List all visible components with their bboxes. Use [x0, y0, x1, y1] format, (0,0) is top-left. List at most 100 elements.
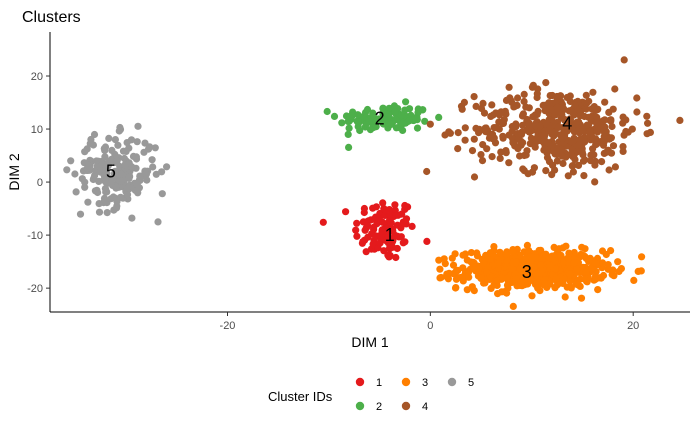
data-point-cluster-5	[116, 123, 124, 132]
data-point-cluster-3	[570, 259, 578, 267]
data-point-cluster-2	[391, 108, 399, 116]
data-point-cluster-4	[479, 141, 487, 149]
data-point-cluster-5	[125, 173, 133, 181]
data-point-cluster-5	[111, 136, 119, 144]
data-point-cluster-5	[154, 218, 162, 226]
data-point-cluster-4	[532, 135, 540, 143]
data-point-cluster-4	[605, 166, 613, 174]
data-point-cluster-5	[91, 171, 99, 180]
data-point-cluster-3	[512, 275, 520, 283]
data-point-cluster-3	[503, 281, 512, 289]
y-tick-label: -10	[27, 230, 43, 242]
data-point-cluster-3	[609, 266, 617, 274]
data-point-cluster-5	[81, 183, 89, 191]
data-point-cluster-3	[465, 273, 473, 281]
data-point-cluster-1	[391, 231, 399, 239]
data-point-cluster-4	[591, 178, 599, 186]
data-point-cluster-2	[414, 108, 422, 116]
data-point-cluster-4	[461, 136, 469, 144]
data-point-cluster-1	[385, 245, 394, 253]
data-point-cluster-4	[475, 125, 483, 133]
data-point-cluster-4	[541, 145, 549, 153]
data-point-cluster-2	[405, 117, 413, 125]
data-point-cluster-5	[101, 161, 109, 169]
data-point-cluster-3	[544, 255, 552, 263]
data-point-cluster-5	[122, 147, 130, 155]
data-point-cluster-5	[67, 157, 75, 165]
data-point-cluster-1	[379, 199, 387, 207]
data-point-cluster-5	[91, 187, 99, 195]
legend-title: Cluster IDs	[268, 389, 333, 404]
data-point-cluster-3	[502, 250, 510, 259]
data-point-cluster-3	[582, 268, 590, 276]
data-point-cluster-3	[532, 254, 540, 262]
data-point-cluster-1	[402, 220, 410, 228]
data-point-cluster-4	[620, 56, 628, 64]
data-point-cluster-4	[520, 167, 528, 175]
data-point-cluster-4	[525, 128, 534, 136]
data-point-cluster-3	[588, 264, 596, 273]
data-point-cluster-5	[101, 143, 110, 151]
data-point-cluster-5	[76, 210, 85, 218]
data-point-cluster-4	[502, 149, 510, 157]
data-point-cluster-4	[568, 108, 577, 116]
data-point-cluster-4	[525, 104, 533, 112]
data-point-cluster-4	[575, 141, 583, 149]
legend-items: 1 2 3 4 5	[355, 377, 474, 413]
data-point-cluster-3	[537, 261, 545, 269]
data-point-cluster-2	[338, 119, 346, 127]
data-point-cluster-4	[520, 90, 528, 98]
cluster-label-2: 2	[375, 108, 385, 128]
data-point-cluster-5	[90, 130, 99, 139]
cluster-label-5: 5	[106, 161, 116, 181]
data-point-cluster-2	[354, 111, 362, 119]
data-point-cluster-4	[530, 164, 539, 172]
data-point-cluster-3	[594, 286, 602, 294]
data-point-cluster-4	[542, 167, 550, 175]
data-point-cluster-4	[633, 94, 641, 102]
series-cluster-4	[423, 56, 684, 186]
data-point-cluster-5	[102, 178, 110, 186]
data-point-cluster-2	[354, 118, 362, 126]
data-point-cluster-4	[426, 120, 434, 128]
data-point-cluster-5	[141, 139, 149, 147]
legend-key-cluster-3	[401, 377, 411, 387]
data-point-cluster-1	[364, 233, 372, 241]
data-point-cluster-2	[365, 116, 373, 125]
data-point-cluster-4	[573, 118, 581, 126]
data-point-cluster-4	[580, 172, 588, 180]
data-point-cluster-3	[557, 251, 565, 259]
data-point-cluster-4	[523, 147, 531, 155]
data-point-cluster-3	[536, 287, 544, 295]
data-point-cluster-3	[435, 256, 443, 264]
data-point-cluster-4	[620, 131, 628, 139]
data-point-cluster-4	[542, 120, 551, 128]
data-point-cluster-1	[402, 215, 411, 223]
data-point-cluster-3	[526, 253, 534, 261]
data-point-cluster-5	[107, 179, 115, 187]
data-point-cluster-4	[513, 101, 521, 109]
y-tick-label: 10	[31, 124, 43, 136]
data-point-cluster-4	[546, 92, 554, 100]
data-point-cluster-4	[470, 93, 478, 101]
data-point-cluster-4	[470, 173, 479, 181]
data-point-cluster-5	[84, 198, 92, 206]
data-point-cluster-4	[585, 113, 593, 121]
data-point-cluster-3	[467, 249, 475, 257]
data-point-cluster-1	[362, 248, 370, 256]
data-point-cluster-3	[470, 259, 478, 267]
y-tick-label: 0	[37, 177, 43, 189]
chart-title: Clusters	[22, 9, 81, 26]
data-point-cluster-1	[394, 211, 402, 219]
data-point-cluster-5	[151, 144, 159, 152]
data-point-cluster-3	[525, 247, 533, 255]
data-point-cluster-4	[619, 147, 627, 155]
data-point-cluster-4	[557, 145, 565, 154]
data-point-cluster-1	[353, 232, 361, 240]
data-point-cluster-4	[525, 120, 533, 128]
data-point-cluster-4	[477, 151, 485, 159]
data-point-cluster-3	[494, 290, 502, 298]
data-point-cluster-4	[607, 134, 616, 142]
data-point-cluster-3	[470, 287, 478, 295]
